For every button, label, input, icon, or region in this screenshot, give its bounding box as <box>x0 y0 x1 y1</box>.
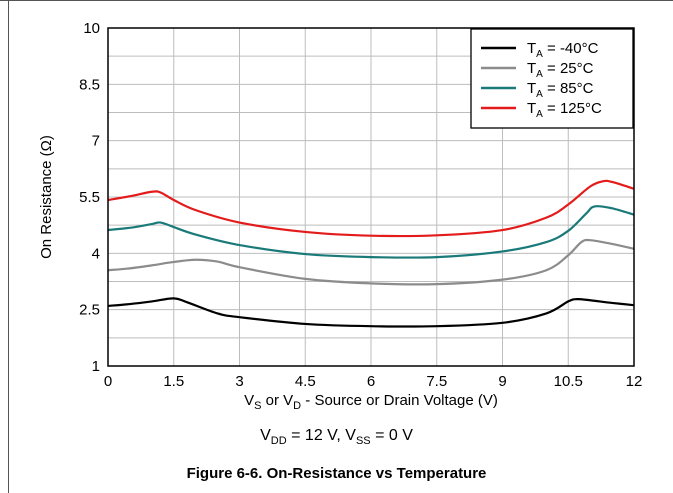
cond-text: = 12 V, V <box>286 427 356 444</box>
series-line-3 <box>107 179 635 238</box>
x-tick-label: 10.5 <box>554 373 583 390</box>
series-line-0 <box>107 297 635 328</box>
legend-entry-label: TA = 85°C <box>527 80 594 100</box>
legend-text-part: T <box>527 100 536 117</box>
x-axis-label: VS or VD - Source or Drain Voltage (V) <box>244 392 498 412</box>
x-tick-label: 0 <box>104 373 112 390</box>
series-lines <box>107 179 635 328</box>
legend: TA = -40°CTA = 25°CTA = 85°CTA = 125°C <box>470 28 634 129</box>
legend-text-part: = 125°C <box>543 100 602 117</box>
x-tick-label: 3 <box>235 373 243 390</box>
y-tick-label: 1 <box>92 358 100 375</box>
legend-text-sub: A <box>536 49 543 60</box>
legend-box <box>470 28 634 129</box>
x-tick-labels: 0 1.5 3 4.5 6 7.5 9 10.5 12 <box>104 373 643 390</box>
cond-text: V <box>260 427 271 444</box>
legend-text-sub: A <box>536 89 543 100</box>
legend-text-part: = -40°C <box>543 40 599 57</box>
y-tick-label: 7 <box>92 133 100 150</box>
cond-sub: DD <box>270 435 287 448</box>
y-tick-label: 4 <box>92 245 100 262</box>
x-axis-label-part: - Source or Drain Voltage (V) <box>301 392 498 409</box>
y-tick-labels: 1 2.5 4 5.5 7 8.5 10 <box>79 20 100 375</box>
x-tick-label: 1.5 <box>163 373 184 390</box>
cond-sub: SS <box>355 435 371 448</box>
series-line-1 <box>107 238 635 286</box>
legend-entry-label: TA = -40°C <box>527 40 599 60</box>
frame-left-border <box>8 0 9 493</box>
x-axis-label-part: V <box>244 392 254 409</box>
y-tick-label: 8.5 <box>79 76 100 93</box>
cond-text: = 0 V <box>370 427 413 444</box>
legend-text-part: T <box>527 40 536 57</box>
legend-text-sub: A <box>536 69 543 80</box>
figure-caption: Figure 6-6. On-Resistance vs Temperature <box>186 465 487 482</box>
on-resistance-chart: 1 2.5 4 5.5 7 8.5 10 0 1.5 3 4.5 6 7.5 9 10.5 12 On Re… <box>38 20 643 412</box>
x-axis-label-part: or V <box>261 392 293 409</box>
y-tick-label: 10 <box>83 20 100 37</box>
x-tick-label: 4.5 <box>295 373 316 390</box>
legend-text-sub: A <box>536 109 543 120</box>
x-axis-label-sub: S <box>254 400 261 412</box>
y-tick-label: 5.5 <box>79 189 100 206</box>
legend-entry-label: TA = 25°C <box>527 60 594 80</box>
plot-frame <box>107 27 635 367</box>
x-axis-label-sub: D <box>293 400 301 412</box>
x-tick-label: 12 <box>626 373 643 390</box>
x-tick-label: 9 <box>498 373 506 390</box>
legend-entry-label: TA = 125°C <box>527 100 602 120</box>
x-tick-label: 7.5 <box>426 373 447 390</box>
legend-text-part: = 25°C <box>543 60 594 77</box>
y-tick-label: 2.5 <box>79 302 100 319</box>
legend-text-part: T <box>527 60 536 77</box>
y-axis-label: On Resistance (Ω) <box>38 135 55 259</box>
frame-top-border <box>0 0 673 1</box>
test-conditions: VDD = 12 V, VSS = 0 V <box>0 427 673 447</box>
legend-text-part: T <box>527 80 536 97</box>
x-tick-label: 6 <box>367 373 375 390</box>
series-line-2 <box>107 204 635 259</box>
legend-text-part: = 85°C <box>543 80 594 97</box>
